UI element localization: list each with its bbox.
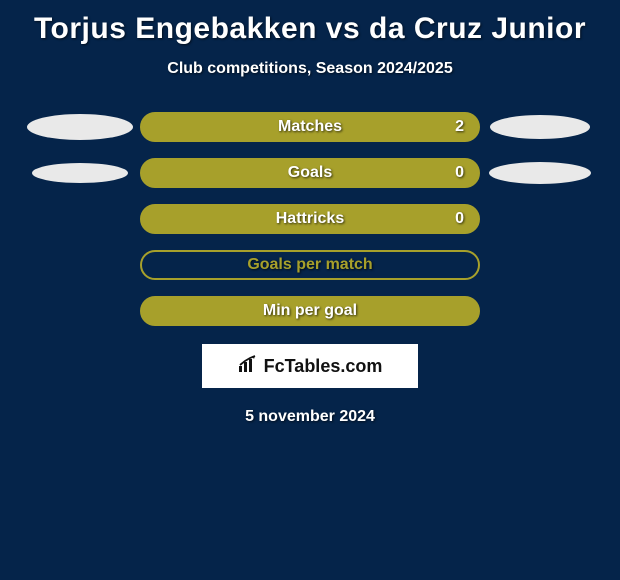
stat-bar: Goals0 bbox=[140, 158, 480, 188]
left-ellipse bbox=[32, 163, 128, 183]
stat-bar: Min per goal bbox=[140, 296, 480, 326]
stat-row: Hattricks0 bbox=[0, 204, 620, 234]
page-title: Torjus Engebakken vs da Cruz Junior bbox=[0, 0, 620, 46]
stat-value: 0 bbox=[455, 164, 464, 182]
right-side bbox=[480, 162, 600, 184]
stat-label: Goals bbox=[142, 164, 478, 182]
logo-text: FcTables.com bbox=[264, 356, 383, 377]
stat-bar: Hattricks0 bbox=[140, 204, 480, 234]
stat-value: 2 bbox=[455, 118, 464, 136]
right-ellipse bbox=[489, 162, 591, 184]
right-side bbox=[480, 115, 600, 139]
left-side bbox=[20, 114, 140, 140]
stat-label: Min per goal bbox=[142, 302, 478, 320]
date-label: 5 november 2024 bbox=[0, 408, 620, 426]
left-side bbox=[20, 163, 140, 183]
stat-bar: Goals per match bbox=[140, 250, 480, 280]
stat-rows: Matches2Goals0Hattricks0Goals per matchM… bbox=[0, 112, 620, 326]
stat-value: 0 bbox=[455, 210, 464, 228]
stat-label: Hattricks bbox=[142, 210, 478, 228]
stat-row: Matches2 bbox=[0, 112, 620, 142]
stat-label: Matches bbox=[142, 118, 478, 136]
stat-label: Goals per match bbox=[142, 256, 478, 274]
right-ellipse bbox=[490, 115, 590, 139]
stat-bar: Matches2 bbox=[140, 112, 480, 142]
logo-box: FcTables.com bbox=[202, 344, 418, 388]
left-ellipse bbox=[27, 114, 133, 140]
stat-row: Min per goal bbox=[0, 296, 620, 326]
chart-icon bbox=[238, 355, 260, 378]
subtitle: Club competitions, Season 2024/2025 bbox=[0, 60, 620, 78]
stat-row: Goals per match bbox=[0, 250, 620, 280]
logo: FcTables.com bbox=[238, 355, 383, 378]
stat-row: Goals0 bbox=[0, 158, 620, 188]
